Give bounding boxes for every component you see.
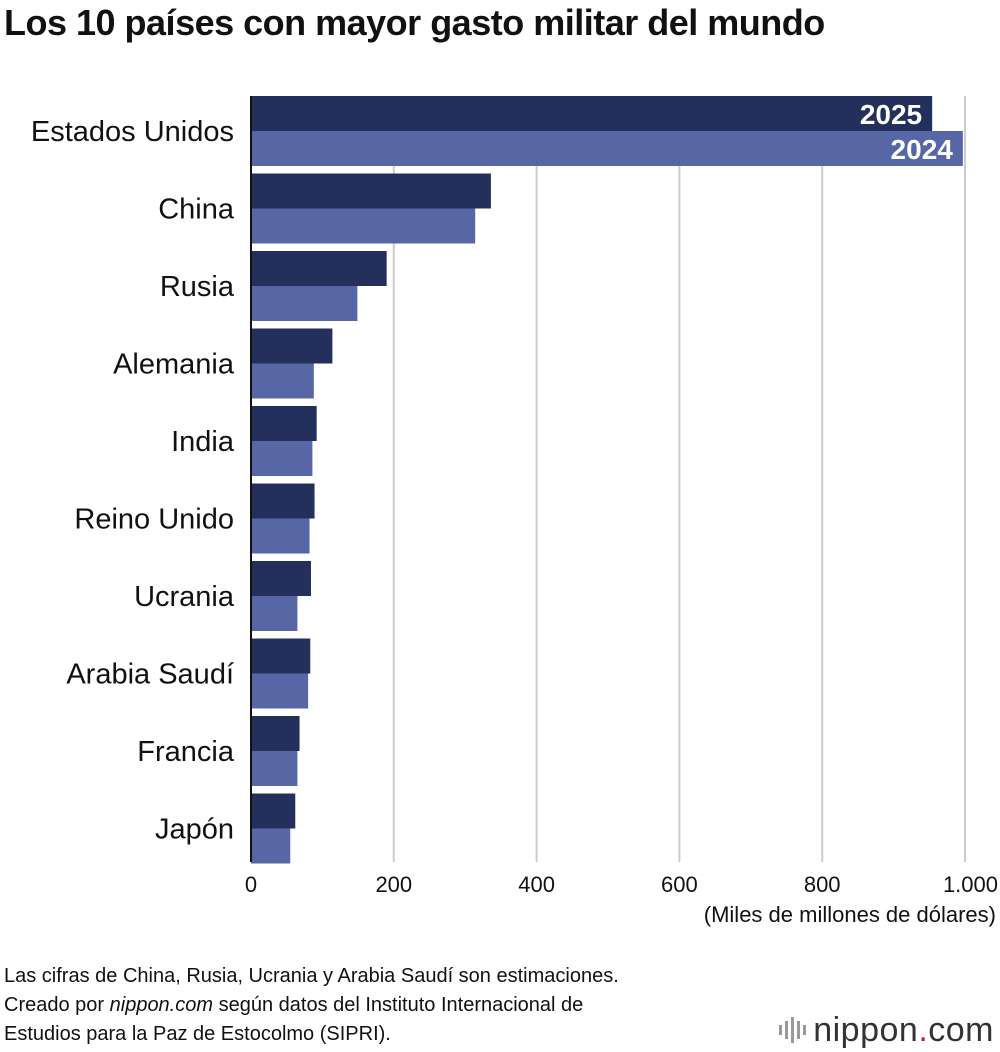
tick-labels: 0 200 400 600 800 1.000: [245, 872, 998, 897]
category-label: Arabia Saudí: [66, 659, 234, 691]
category-label: India: [171, 426, 235, 458]
series-label-2024: 2024: [891, 134, 954, 165]
bars: [251, 96, 963, 864]
category-labels: Estados Unidos China Rusia Alemania India Rei…: [31, 116, 235, 846]
category-label: Rusia: [160, 271, 235, 303]
note-line-3: Estudios para la Paz de Estocolmo (SIPRI…: [4, 1023, 391, 1045]
bar-2025-4: [251, 406, 317, 441]
tick-label: 1.000: [943, 872, 998, 897]
bar-2025-9: [251, 793, 296, 829]
x-axis-label: (Miles de millones de dólares): [704, 902, 996, 927]
bar-2024-7: [251, 673, 309, 709]
bar-2025-0: [251, 96, 933, 131]
series-label-2025: 2025: [860, 99, 922, 130]
tick-label: 0: [245, 872, 257, 897]
bar-2025-8: [251, 716, 300, 751]
bar-2025-5: [251, 483, 315, 519]
chart-title: Los 10 países con mayor gasto militar de…: [4, 2, 825, 43]
bar-2025-7: [251, 638, 311, 674]
bar-2025-1: [251, 173, 491, 209]
category-label: Reino Unido: [74, 504, 234, 536]
sound-bars-icon: [779, 1017, 807, 1043]
tick-label: 800: [804, 872, 841, 897]
category-label: Estados Unidos: [31, 116, 234, 148]
notes: Las cifras de China, Rusia, Ucrania y Ar…: [4, 962, 619, 1049]
category-label: Alemania: [113, 349, 235, 381]
category-label: Japón: [155, 814, 234, 846]
category-label: China: [158, 194, 235, 226]
category-label: Ucrania: [134, 581, 235, 613]
bar-2024-4: [251, 441, 313, 476]
tick-label: 200: [375, 872, 412, 897]
note-line-1: Las cifras de China, Rusia, Ucrania y Ar…: [4, 965, 619, 987]
gridlines: [392, 96, 966, 862]
source-site: nippon.com: [109, 994, 214, 1016]
bar-2024-8: [251, 751, 298, 786]
bar-2024-3: [251, 363, 314, 399]
tick-label: 400: [518, 872, 555, 897]
bar-2024-1: [251, 208, 476, 244]
note-line-2: Creado por nippon.com según datos del In…: [4, 994, 584, 1016]
bar-2025-3: [251, 328, 333, 364]
bar-chart: Estados Unidos China Rusia Alemania India Rei…: [31, 96, 998, 927]
bar-2025-2: [251, 251, 387, 286]
tick-label: 600: [661, 872, 698, 897]
bar-2024-2: [251, 286, 358, 321]
nippon-logo: nippon.com: [777, 1010, 994, 1050]
bar-2024-6: [251, 596, 298, 631]
category-label: Francia: [137, 736, 235, 768]
bar-2024-0: [251, 131, 963, 166]
bar-2025-6: [251, 561, 311, 596]
bar-2024-9: [251, 828, 291, 864]
bar-2024-5: [251, 518, 310, 554]
series-labels: 2025 2024: [860, 99, 953, 165]
